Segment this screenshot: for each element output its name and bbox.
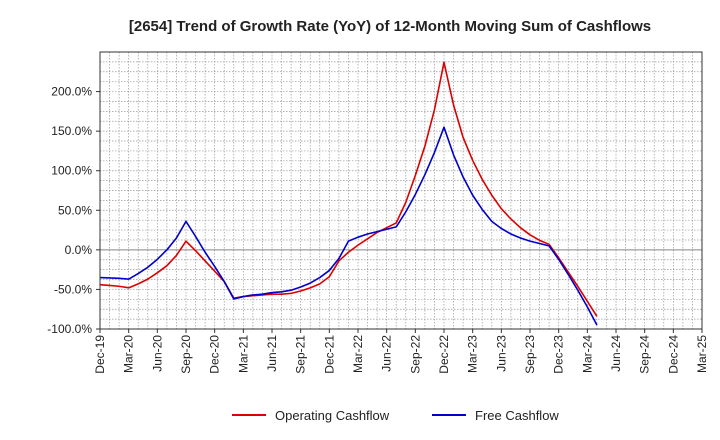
- y-tick-label: 100.0%: [51, 164, 92, 178]
- x-tick-label: Jun-22: [380, 335, 394, 372]
- x-tick-label: Sep-24: [638, 335, 652, 374]
- y-tick-label: -50.0%: [54, 282, 92, 296]
- legend-label-free-cashflow: Free Cashflow: [475, 408, 559, 423]
- x-tick-label: Mar-23: [466, 335, 480, 373]
- x-tick-label: Sep-20: [179, 335, 193, 374]
- x-tick-label: Jun-23: [494, 335, 508, 372]
- x-tick-label: Jun-21: [265, 335, 279, 372]
- x-tick-label: Mar-20: [122, 335, 136, 373]
- y-tick-label: -100.0%: [47, 322, 92, 336]
- chart-title: [2654] Trend of Growth Rate (YoY) of 12-…: [129, 18, 651, 35]
- x-tick-label: Mar-25: [695, 335, 709, 373]
- y-tick-label: 150.0%: [51, 124, 92, 138]
- y-tick-label: 200.0%: [51, 85, 92, 99]
- series-lines: [99, 61, 598, 326]
- x-tick-label: Sep-22: [408, 335, 422, 374]
- x-tick-label: Dec-23: [552, 335, 566, 374]
- series-line-free-cashflow: [99, 126, 598, 326]
- x-tick-label: Sep-23: [523, 335, 537, 374]
- x-tick-label: Jun-24: [609, 335, 623, 372]
- x-tick-label: Jun-20: [150, 335, 164, 372]
- x-tick-label: Mar-24: [580, 335, 594, 373]
- x-tick-label: Mar-21: [236, 335, 250, 373]
- y-tick-label: 50.0%: [58, 203, 92, 217]
- x-axis: Dec-19 Mar-20 Jun-20 Sep-20 Dec-20 Mar-21 Jun-…: [93, 329, 709, 374]
- y-tick-label: 0.0%: [65, 243, 93, 257]
- x-tick-label: Dec-22: [437, 335, 451, 374]
- x-tick-label: Dec-19: [93, 335, 107, 374]
- x-tick-label: Dec-21: [322, 335, 336, 374]
- y-axis: -100.0% -50.0% 0.0% 50.0% 100.0% 150.0% 200.0%: [47, 85, 100, 336]
- x-tick-label: Dec-20: [208, 335, 222, 374]
- x-tick-label: Dec-24: [666, 335, 680, 374]
- plot-frame: [99, 51, 703, 330]
- x-tick-label: Sep-21: [294, 335, 308, 374]
- series-line-operating-cashflow: [99, 61, 598, 317]
- legend: Operating Cashflow Free Cashflow: [232, 408, 559, 423]
- x-tick-label: Mar-22: [351, 335, 365, 373]
- legend-label-operating-cashflow: Operating Cashflow: [275, 408, 390, 423]
